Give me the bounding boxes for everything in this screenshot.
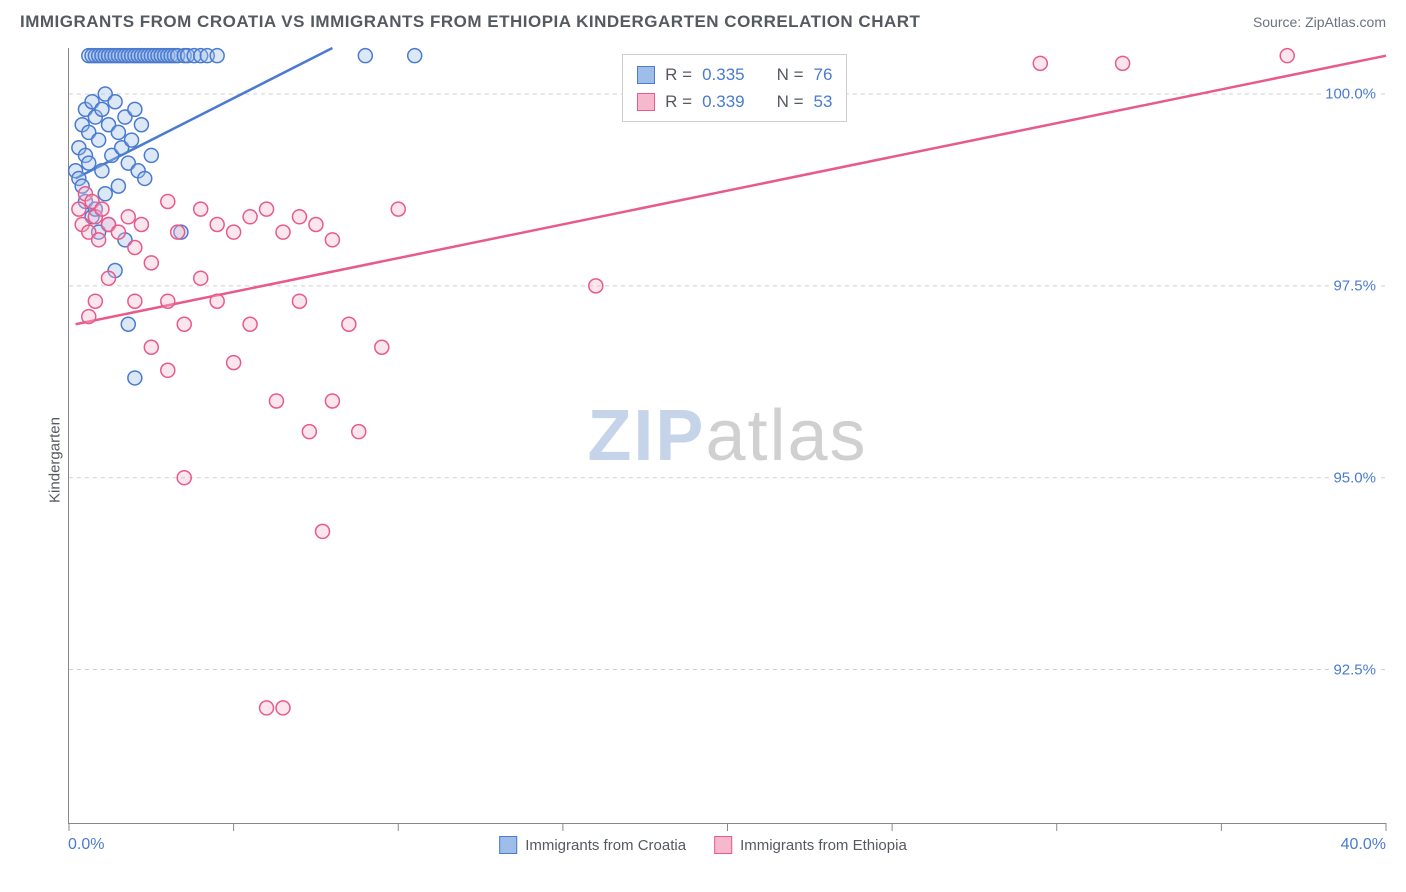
source-label: Source: ZipAtlas.com	[1253, 14, 1386, 30]
data-point-ethiopia	[177, 471, 191, 485]
data-point-croatia	[144, 148, 158, 162]
data-point-ethiopia	[309, 217, 323, 231]
data-point-ethiopia	[177, 317, 191, 331]
data-point-ethiopia	[342, 317, 356, 331]
data-point-ethiopia	[276, 225, 290, 239]
legend-item-ethiopia: Immigrants from Ethiopia	[714, 836, 907, 854]
data-point-croatia	[125, 133, 139, 147]
data-point-ethiopia	[128, 241, 142, 255]
y-tick-label: 95.0%	[1331, 469, 1378, 486]
data-point-croatia	[210, 49, 224, 63]
plot-area: ZIPatlas R =0.335N =76R =0.339N =53 100.…	[68, 48, 1386, 824]
plot-markers-svg	[69, 48, 1386, 823]
data-point-ethiopia	[144, 256, 158, 270]
stats-n-label: N =	[777, 88, 804, 115]
stats-legend-box: R = 0.335 N = 76 R = 0.339 N = 53	[622, 54, 847, 122]
stats-r-label: R =	[665, 88, 692, 115]
data-point-ethiopia	[194, 202, 208, 216]
data-point-croatia	[82, 156, 96, 170]
chart-container: Kindergarten ZIPatlas R =0.335N =76R =0.…	[20, 48, 1386, 872]
stats-n-label: N =	[777, 61, 804, 88]
data-point-ethiopia	[276, 701, 290, 715]
stats-r-label: R =	[665, 61, 692, 88]
bottom-legend: Immigrants from Croatia Immigrants from E…	[499, 836, 907, 854]
data-point-ethiopia	[72, 202, 86, 216]
data-point-croatia	[121, 317, 135, 331]
data-point-ethiopia	[128, 294, 142, 308]
legend-swatch-ethiopia	[714, 836, 732, 854]
data-point-ethiopia	[352, 425, 366, 439]
data-point-ethiopia	[269, 394, 283, 408]
data-point-ethiopia	[243, 210, 257, 224]
data-point-ethiopia	[92, 233, 106, 247]
data-point-ethiopia	[134, 217, 148, 231]
data-point-croatia	[128, 371, 142, 385]
data-point-croatia	[98, 187, 112, 201]
data-point-ethiopia	[325, 233, 339, 247]
data-point-ethiopia	[260, 701, 274, 715]
data-point-ethiopia	[292, 210, 306, 224]
data-point-croatia	[358, 49, 372, 63]
data-point-ethiopia	[1116, 56, 1130, 70]
y-tick-label: 97.5%	[1331, 277, 1378, 294]
stats-r-value-croatia: 0.335	[702, 61, 745, 88]
data-point-croatia	[111, 179, 125, 193]
stats-n-value-ethiopia: 53	[814, 88, 833, 115]
stats-r-value-ethiopia: 0.339	[702, 88, 745, 115]
legend-item-croatia: Immigrants from Croatia	[499, 836, 686, 854]
data-point-ethiopia	[111, 225, 125, 239]
data-point-ethiopia	[102, 271, 116, 285]
x-max-label: 40.0%	[1341, 836, 1386, 854]
data-point-ethiopia	[1280, 49, 1294, 63]
data-point-ethiopia	[210, 217, 224, 231]
chart-title: IMMIGRANTS FROM CROATIA VS IMMIGRANTS FR…	[20, 12, 920, 32]
data-point-croatia	[134, 118, 148, 132]
data-point-ethiopia	[161, 294, 175, 308]
data-point-ethiopia	[82, 310, 96, 324]
data-point-ethiopia	[325, 394, 339, 408]
data-point-croatia	[108, 95, 122, 109]
data-point-ethiopia	[316, 524, 330, 538]
legend-label-ethiopia: Immigrants from Ethiopia	[740, 837, 907, 854]
y-axis-label: Kindergarten	[46, 417, 63, 503]
legend-label-croatia: Immigrants from Croatia	[525, 837, 686, 854]
y-tick-label: 100.0%	[1323, 86, 1378, 103]
data-point-croatia	[138, 171, 152, 185]
y-tick-label: 92.5%	[1331, 661, 1378, 678]
data-point-ethiopia	[375, 340, 389, 354]
legend-swatch-ethiopia	[637, 93, 655, 111]
data-point-croatia	[95, 102, 109, 116]
data-point-ethiopia	[391, 202, 405, 216]
data-point-ethiopia	[227, 225, 241, 239]
data-point-ethiopia	[227, 356, 241, 370]
data-point-ethiopia	[194, 271, 208, 285]
legend-swatch-croatia	[637, 66, 655, 84]
data-point-croatia	[92, 133, 106, 147]
data-point-ethiopia	[171, 225, 185, 239]
legend-swatch-croatia	[499, 836, 517, 854]
stats-row-ethiopia: R = 0.339 N = 53	[637, 88, 832, 115]
data-point-ethiopia	[88, 294, 102, 308]
data-point-ethiopia	[161, 363, 175, 377]
data-point-ethiopia	[260, 202, 274, 216]
data-point-ethiopia	[121, 210, 135, 224]
data-point-croatia	[408, 49, 422, 63]
stats-row-croatia: R = 0.335 N = 76	[637, 61, 832, 88]
data-point-croatia	[111, 125, 125, 139]
data-point-ethiopia	[302, 425, 316, 439]
data-point-ethiopia	[95, 202, 109, 216]
x-min-label: 0.0%	[68, 836, 104, 854]
data-point-ethiopia	[292, 294, 306, 308]
stats-n-value-croatia: 76	[814, 61, 833, 88]
data-point-ethiopia	[161, 194, 175, 208]
data-point-ethiopia	[1033, 56, 1047, 70]
data-point-ethiopia	[589, 279, 603, 293]
data-point-ethiopia	[243, 317, 257, 331]
data-point-ethiopia	[144, 340, 158, 354]
data-point-croatia	[95, 164, 109, 178]
data-point-croatia	[128, 102, 142, 116]
data-point-ethiopia	[210, 294, 224, 308]
